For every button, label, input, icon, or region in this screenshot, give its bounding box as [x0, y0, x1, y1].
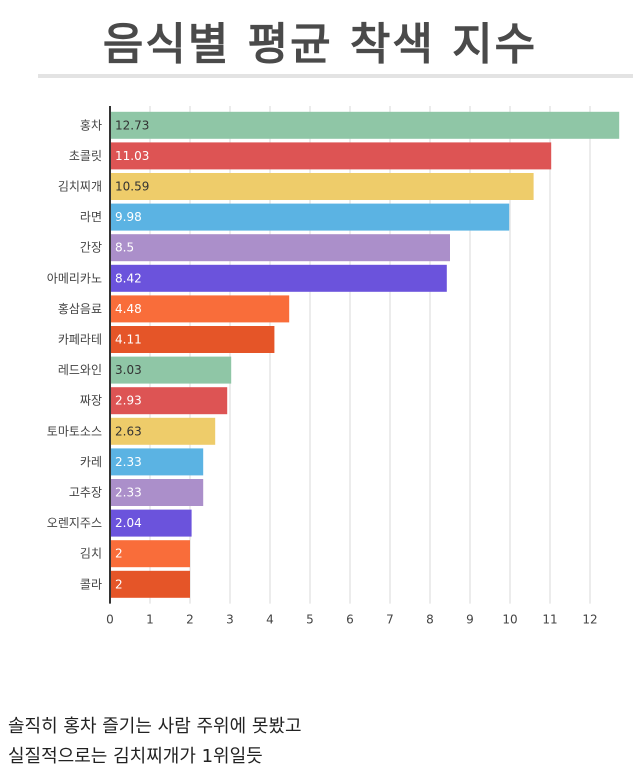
bar-7 [110, 295, 290, 323]
x-tick-label: 8 [426, 613, 434, 627]
value-label: 2.93 [115, 394, 142, 408]
category-label: 카레 [80, 455, 102, 469]
bar-10 [110, 387, 228, 415]
x-tick-label: 5 [306, 613, 314, 627]
category-label: 초콜릿 [69, 149, 102, 163]
category-label: 토마토소스 [47, 424, 102, 438]
value-label: 9.98 [115, 210, 142, 224]
x-tick-label: 1 [146, 613, 154, 627]
value-label: 2.33 [115, 486, 142, 500]
value-label: 4.48 [115, 302, 142, 316]
category-label: 오렌지주스 [47, 516, 102, 530]
value-label: 10.59 [115, 180, 149, 194]
bar-6 [110, 264, 447, 292]
bar-13 [110, 479, 204, 506]
category-label: 간장 [80, 241, 102, 255]
bar-4 [110, 203, 510, 231]
title-divider [38, 74, 633, 78]
x-tick-label: 12 [582, 613, 597, 627]
x-tick-label: 6 [346, 613, 354, 627]
caption-line-1: 솔직히 홍차 즐기는 사람 주위에 못봤고 [8, 716, 302, 737]
bar-15 [110, 540, 190, 568]
x-tick-label: 10 [502, 613, 517, 627]
x-tick-label: 11 [542, 613, 557, 627]
value-label: 2.33 [115, 455, 142, 469]
value-label: 8.5 [115, 241, 134, 255]
bar-16 [110, 570, 190, 598]
category-label: 김치 [80, 547, 102, 561]
category-label: 레드와인 [58, 363, 102, 377]
category-label: 라면 [80, 210, 102, 224]
category-label: 짜장 [80, 394, 102, 408]
value-label: 2.04 [115, 516, 142, 530]
category-label: 아메리카노 [47, 271, 102, 285]
value-label: 3.03 [115, 363, 142, 377]
bar-8 [110, 326, 275, 353]
x-tick-label: 9 [466, 613, 474, 627]
value-label: 12.73 [115, 118, 149, 132]
bar-2 [110, 142, 552, 170]
chart-title: 음식별 평균 착색 지수 [102, 19, 538, 70]
category-label: 홍차 [80, 118, 102, 132]
x-tick-label: 4 [266, 613, 274, 627]
caption-line-2: 실질적으로는 김치찌개가 1위일듯 [8, 746, 263, 767]
bar-11 [110, 417, 216, 445]
category-label: 카페라테 [58, 333, 102, 347]
value-label: 8.42 [115, 271, 142, 285]
value-label: 2 [115, 577, 123, 591]
value-label: 2.63 [115, 424, 142, 438]
bar-5 [110, 234, 450, 262]
value-label: 2 [115, 547, 123, 561]
x-tick-label: 7 [386, 613, 394, 627]
category-label: 고추장 [69, 486, 102, 500]
bar-9 [110, 356, 232, 384]
category-label: 김치찌개 [58, 180, 102, 194]
value-label: 11.03 [115, 149, 149, 163]
x-tick-label: 0 [106, 613, 114, 627]
bar-3 [110, 173, 534, 200]
bar-12 [110, 448, 204, 476]
category-label: 콜라 [80, 577, 102, 591]
bar-14 [110, 509, 192, 537]
bar-1 [110, 111, 620, 139]
value-label: 4.11 [115, 333, 142, 347]
x-tick-label: 3 [226, 613, 234, 627]
category-label: 홍삼음료 [58, 302, 102, 316]
x-tick-label: 2 [186, 613, 194, 627]
